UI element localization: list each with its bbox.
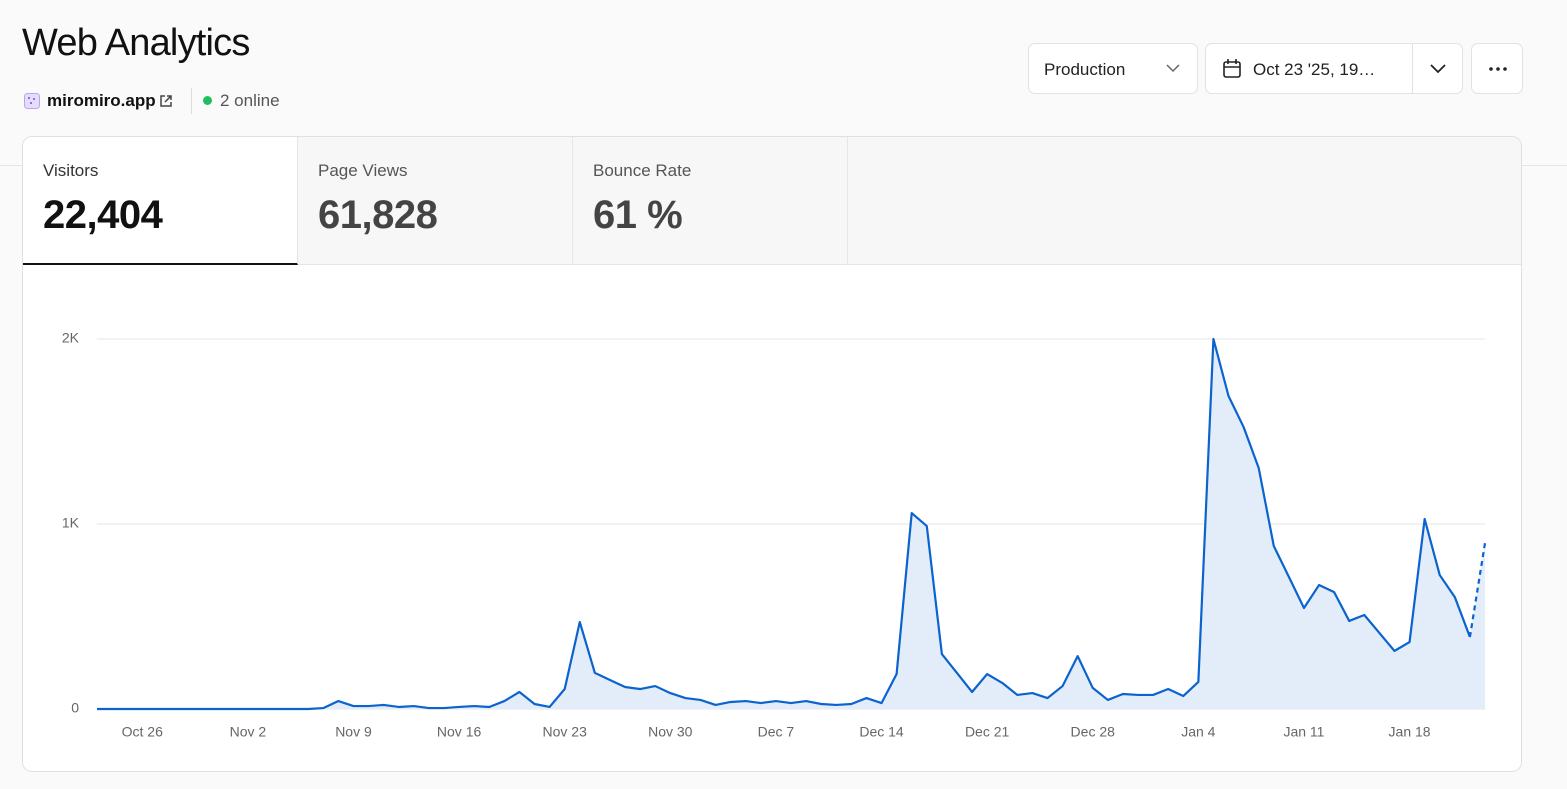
area [97,339,1485,709]
x-tick-label: Nov 9 [335,724,372,740]
metric-label: Bounce Rate [593,161,692,180]
metric-tab[interactable]: Bounce Rate 61 % [573,137,848,264]
metric-value: 61,828 [318,193,438,237]
x-tick-label: Nov 16 [437,724,482,740]
metric-value: 61 % [593,193,683,237]
y-tick-label: 1K [62,515,80,531]
online-count: 2 online [220,91,280,110]
x-tick-label: Dec 7 [758,724,795,740]
y-tick-label: 0 [71,700,79,716]
site-link[interactable]: miromiro.app [47,91,156,110]
divider [1412,44,1413,93]
online-dot [203,96,212,105]
environment-select[interactable]: Production [1028,43,1198,94]
line-partial [1468,542,1487,638]
metric-value: 22,404 [43,193,163,237]
x-tick-label: Dec 28 [1071,724,1116,740]
more-button[interactable] [1471,43,1523,94]
x-tick-label: Nov 23 [543,724,588,740]
metric-label: Page Views [318,161,408,180]
line [97,337,1471,711]
metric-tab[interactable]: Page Views 61,828 [298,137,573,264]
x-tick-label: Dec 21 [965,724,1010,740]
external-link-icon[interactable] [159,94,173,108]
x-tick-label: Jan 4 [1181,724,1215,740]
x-tick-label: Dec 14 [859,724,904,740]
x-tick-label: Oct 26 [122,724,163,740]
y-tick-label: 2K [62,330,80,346]
x-tick-label: Nov 2 [230,724,267,740]
divider [191,88,192,114]
site-icon [24,93,40,109]
x-tick-label: Jan 18 [1389,724,1431,740]
x-tick-label: Nov 30 [648,724,693,740]
calendar-icon [1223,59,1241,78]
metric-tabs: Visitors 22,404 Page Views 61,828 Bounce… [23,137,1521,265]
chevron[interactable] [1429,62,1447,74]
chevron [1166,64,1180,73]
page-title: Web Analytics [22,22,250,64]
date-range-label: Oct 23 '25, 19… [1253,60,1376,79]
metric-label: Visitors [43,161,99,180]
environment-label: Production [1044,60,1126,79]
x-tick-label: Jan 11 [1283,724,1324,740]
metric-tab[interactable]: Visitors 22,404 [23,137,298,265]
dots-icon [1489,67,1507,71]
date-range-select[interactable]: Oct 23 '25, 19… [1205,43,1463,94]
